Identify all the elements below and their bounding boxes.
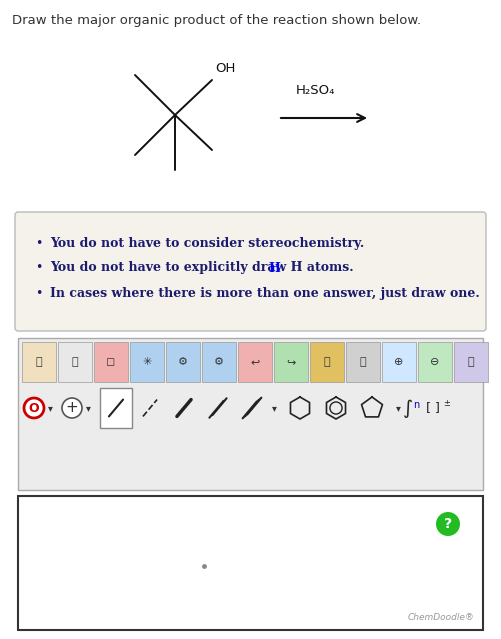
Text: ◻: ◻ [106,357,116,367]
Text: ⚙: ⚙ [178,357,188,367]
Text: H: H [269,261,281,275]
Text: ±: ± [443,399,450,408]
Text: +: + [66,401,78,415]
Text: •: • [35,236,43,249]
Bar [238,342,272,382]
Text: ✋: ✋ [36,357,42,367]
Text: n: n [413,400,419,410]
Text: [ ]: [ ] [426,401,440,415]
Text: ✳: ✳ [142,357,152,367]
Bar [346,342,380,382]
Circle shape [24,398,44,418]
Circle shape [62,398,82,418]
Bar [130,342,164,382]
Text: ?: ? [444,517,452,531]
Bar [18,496,483,630]
Text: O: O [29,401,39,415]
Bar [22,342,56,382]
Text: ⊕: ⊕ [394,357,404,367]
Bar [454,342,488,382]
FancyBboxPatch shape [15,212,486,331]
Text: 🎨: 🎨 [468,357,474,367]
Text: ▾: ▾ [396,403,401,413]
Text: ↩: ↩ [250,357,260,367]
Text: 📋: 📋 [360,357,366,367]
Text: H₂SO₄: H₂SO₄ [295,84,335,97]
Text: ▾: ▾ [272,403,277,413]
Text: Draw the major organic product of the reaction shown below.: Draw the major organic product of the re… [12,14,421,27]
Bar [382,342,416,382]
Text: ∫: ∫ [403,399,413,417]
Text: You do not have to consider stereochemistry.: You do not have to consider stereochemis… [50,236,364,249]
Text: ▾: ▾ [48,403,53,413]
Bar [202,342,236,382]
Text: ⊖: ⊖ [430,357,440,367]
Text: OH: OH [215,62,235,75]
Text: In cases where there is more than one answer, just draw one.: In cases where there is more than one an… [50,286,480,300]
Text: ↪: ↪ [286,357,296,367]
Text: 🧴: 🧴 [72,357,78,367]
Text: ⬛: ⬛ [324,357,330,367]
Bar [94,342,128,382]
Bar [100,388,132,428]
Circle shape [436,512,460,536]
Text: ChemDoodle®: ChemDoodle® [408,613,475,622]
Text: •: • [35,286,43,300]
Bar [310,342,344,382]
Bar [58,342,92,382]
Bar [274,342,308,382]
Bar [166,342,200,382]
Bar [418,342,452,382]
Text: ▾: ▾ [86,403,91,413]
Text: You do not have to explicitly draw H atoms.: You do not have to explicitly draw H ato… [50,261,354,275]
Text: ⚙: ⚙ [214,357,224,367]
Text: •: • [35,261,43,275]
Bar [18,338,483,490]
